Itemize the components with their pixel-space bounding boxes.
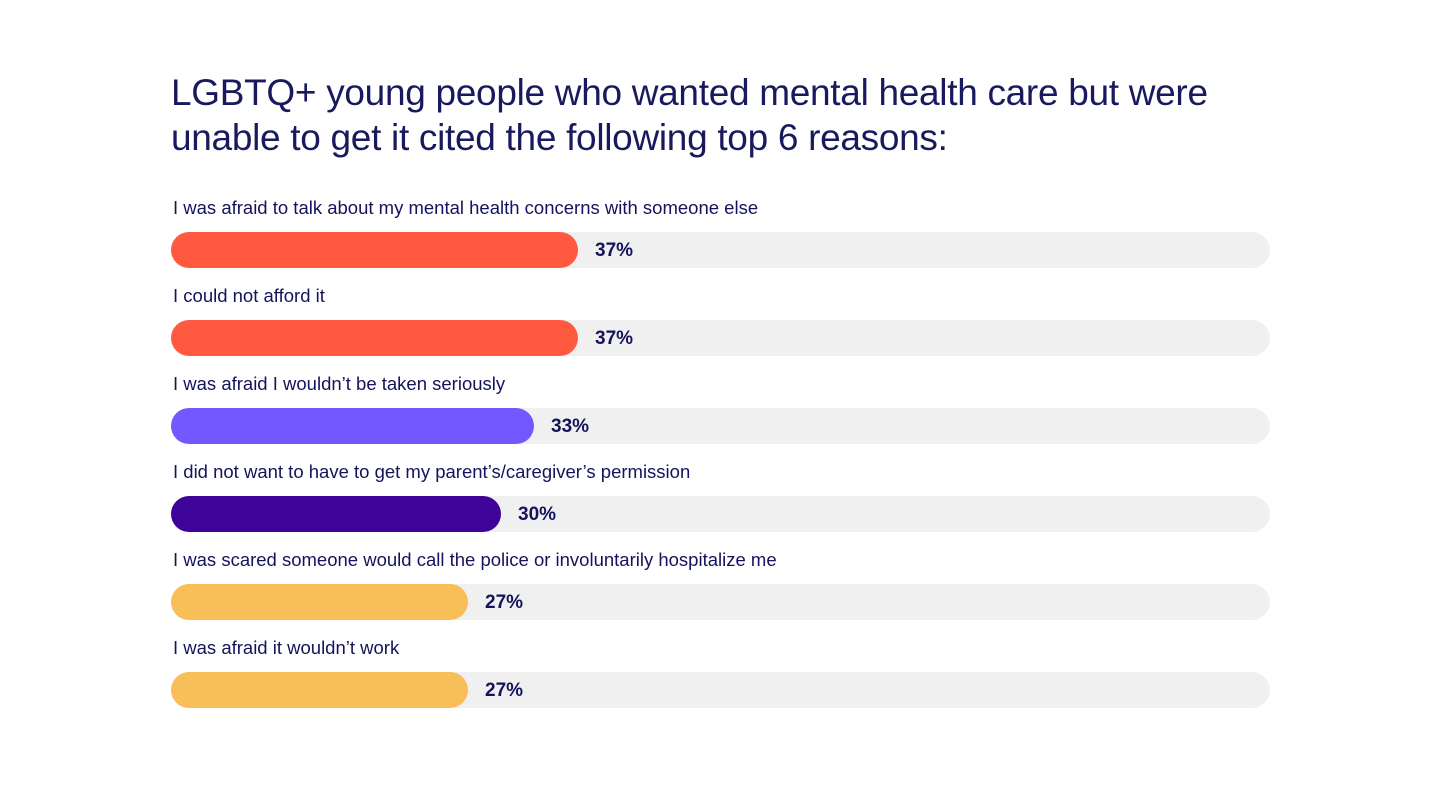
value-label: 27% <box>485 680 524 701</box>
bar-row: I was afraid it wouldn’t work 27% <box>171 636 1270 724</box>
category-label: I did not want to have to get my parent’… <box>173 461 691 482</box>
bar-track <box>171 584 1270 620</box>
bar-row: I was afraid to talk about my mental hea… <box>171 196 1270 284</box>
bar-track <box>171 496 1270 532</box>
bar-track <box>171 320 1270 356</box>
value-label: 30% <box>518 504 557 525</box>
category-label: I was afraid to talk about my mental hea… <box>173 197 759 218</box>
value-label: 37% <box>595 328 634 349</box>
bar-row: I was scared someone would call the poli… <box>171 548 1270 636</box>
bar-row: I could not afford it 37% <box>171 284 1270 372</box>
value-label: 27% <box>485 592 524 613</box>
category-label: I was afraid it wouldn’t work <box>173 637 400 658</box>
bar-track <box>171 672 1270 708</box>
bar-row: I did not want to have to get my parent’… <box>171 460 1270 548</box>
category-label: I could not afford it <box>173 285 325 306</box>
chart-title: LGBTQ+ young people who wanted mental he… <box>171 72 1208 158</box>
bar-track <box>171 408 1270 444</box>
bar <box>171 232 578 268</box>
value-label: 33% <box>551 416 590 437</box>
bar <box>171 320 578 356</box>
bar <box>171 672 468 708</box>
value-label: 37% <box>595 240 634 261</box>
category-label: I was afraid I wouldn’t be taken serious… <box>173 373 506 394</box>
bar <box>171 408 534 444</box>
bar <box>171 496 501 532</box>
bar-track <box>171 232 1270 268</box>
bar <box>171 584 468 620</box>
bar-row: I was afraid I wouldn’t be taken serious… <box>171 372 1270 460</box>
chart: LGBTQ+ young people who wanted mental he… <box>171 70 1270 708</box>
category-label: I was scared someone would call the poli… <box>173 549 777 570</box>
